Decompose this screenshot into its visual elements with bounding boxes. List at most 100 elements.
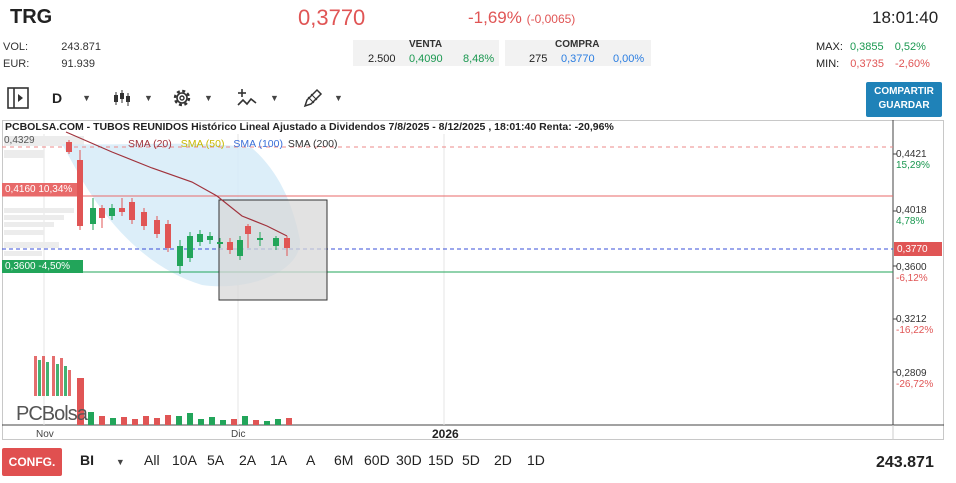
panel-toggle-icon: [7, 87, 29, 109]
sell-quote: VENTA 2.500 0,4090 8,48%: [353, 39, 499, 66]
pcbolsa-logo-text: PCBolsa: [16, 403, 88, 425]
settings-dropdown[interactable]: ▼: [170, 86, 213, 110]
chevron-down-icon: ▼: [115, 457, 125, 467]
last-price: 0,3770: [298, 5, 366, 30]
pcbolsa-logo: [34, 356, 71, 396]
share-label: COMPARTIR: [874, 86, 934, 97]
range-button-1d[interactable]: 1D: [527, 452, 545, 468]
range-button-6m[interactable]: 6M: [334, 452, 354, 468]
y-tick-percent: 4,78%: [896, 216, 925, 227]
range-button-60d[interactable]: 60D: [364, 452, 390, 468]
save-label: GUARDAR: [878, 100, 930, 111]
min-pct: -2,60%: [895, 58, 930, 70]
max-price: 0,3855: [849, 41, 884, 53]
sma-20-line: [65, 131, 288, 237]
min-label: MIN:: [816, 58, 840, 70]
footer-volume: 243.871: [876, 454, 934, 471]
chart-mode-label: BI: [80, 452, 94, 468]
candlesticks: [66, 140, 290, 274]
indicators-dropdown[interactable]: ▼: [236, 86, 279, 110]
euro-label: EUR:: [3, 58, 30, 70]
volume-profile: [4, 136, 84, 256]
sell-qty: 2.500: [368, 53, 396, 65]
legend-sma-20[interactable]: SMA (20): [128, 138, 172, 150]
range-button-5d[interactable]: 5D: [462, 452, 480, 468]
range-button-10a[interactable]: 10A: [172, 452, 197, 468]
range-button-2d[interactable]: 2D: [494, 452, 512, 468]
range-button-all[interactable]: All: [144, 452, 160, 468]
price-chart[interactable]: [2, 120, 944, 440]
range-button-1a[interactable]: 1A: [270, 452, 288, 468]
range-button-5a[interactable]: 5A: [207, 452, 225, 468]
share-save-button[interactable]: COMPARTIR GUARDAR: [866, 82, 942, 117]
chevron-down-icon: ▼: [82, 93, 92, 103]
sell-pct: 8,48%: [463, 53, 495, 65]
config-button[interactable]: CONFG.: [2, 448, 62, 476]
min-stat: MIN: 0,3735 -2,60%: [816, 58, 930, 70]
range-button-a[interactable]: A: [306, 452, 316, 468]
buy-pct: 0,00%: [613, 53, 645, 65]
zoom-selection-box[interactable]: [218, 199, 328, 301]
indicator-icon: [237, 89, 257, 106]
y-tick-price: 0,3600: [896, 262, 927, 273]
euro-value: 91.939: [61, 58, 95, 70]
y-tick-percent: -6,12%: [896, 273, 928, 284]
update-time: 18:01:40: [872, 8, 939, 27]
current-price-tag: [894, 242, 942, 256]
sma-legend: SMA (20) SMA (50) SMA (100) SMA (200): [128, 138, 338, 150]
euro-stat: EUR: 91.939: [3, 58, 95, 72]
chart-mode-dropdown[interactable]: BI ▼: [80, 452, 125, 468]
range-button-30d[interactable]: 30D: [396, 452, 422, 468]
chart-high-label: 0,4329: [4, 135, 35, 146]
chart-type-dropdown[interactable]: ▼: [112, 86, 153, 110]
chevron-down-icon: ▼: [270, 93, 279, 103]
volume-value: 243.871: [61, 41, 101, 53]
drawing-tools-dropdown[interactable]: ▼: [302, 86, 343, 110]
y-tick-percent: -26,72%: [896, 379, 934, 390]
legend-sma-100[interactable]: SMA (100): [233, 138, 283, 150]
buy-qty: 275: [529, 53, 548, 65]
ticker-symbol: TRG: [10, 6, 53, 28]
buy-price: 0,3770: [561, 53, 595, 65]
y-tick-price: 0,3212: [896, 314, 927, 325]
chevron-down-icon: ▼: [204, 93, 213, 103]
y-tick-percent: 15,29%: [896, 160, 930, 171]
y-tick-percent: -16,22%: [896, 325, 934, 336]
chart-title: PCBOLSA.COM - TUBOS REUNIDOS Histórico L…: [5, 121, 614, 133]
legend-sma-50[interactable]: SMA (50): [180, 138, 225, 150]
support-label: 0,3600 -4,50%: [5, 261, 71, 272]
candlestick-icon: [114, 90, 130, 106]
price-change: -1,69% (-0,0065): [468, 8, 575, 28]
pencil-icon: [303, 88, 323, 108]
max-label: MAX:: [816, 41, 843, 53]
period-dropdown[interactable]: D ▼: [52, 86, 91, 110]
gear-icon: [173, 89, 191, 107]
resistance-level-tag: [2, 183, 80, 196]
change-absolute: (-0,0065): [526, 12, 576, 26]
volume-bars: [77, 378, 292, 425]
sell-header: VENTA: [409, 39, 443, 50]
y-tick-price: 0,4421: [896, 149, 927, 160]
buy-header: COMPRA: [555, 39, 600, 50]
max-pct: 0,52%: [894, 41, 926, 53]
range-button-15d[interactable]: 15D: [428, 452, 454, 468]
current-price-axis-label: 0,3770: [897, 244, 928, 255]
sidebar-toggle-button[interactable]: [6, 86, 30, 110]
y-tick-price: 0,2809: [896, 368, 927, 379]
chevron-down-icon: ▼: [334, 93, 343, 103]
chevron-down-icon: ▼: [144, 93, 153, 103]
max-stat: MAX: 0,3855 0,52%: [816, 41, 926, 53]
range-button-2a[interactable]: 2A: [239, 452, 257, 468]
sell-price: 0,4090: [409, 53, 443, 65]
min-price: 0,3735: [850, 58, 884, 70]
buy-quote: COMPRA 275 0,3770 0,00%: [505, 39, 651, 66]
volume-stat: VOL: 243.871: [3, 41, 101, 55]
support-level-tag: [2, 260, 83, 273]
x-label-year: 2026: [432, 427, 459, 441]
x-label-nov: Nov: [36, 429, 54, 440]
legend-sma-200[interactable]: SMA (200): [287, 138, 338, 150]
period-label: D: [52, 90, 63, 106]
x-label-dic: Dic: [231, 429, 246, 440]
resistance-label: 0,4160 10,34%: [5, 184, 73, 195]
volume-label: VOL:: [3, 41, 29, 53]
